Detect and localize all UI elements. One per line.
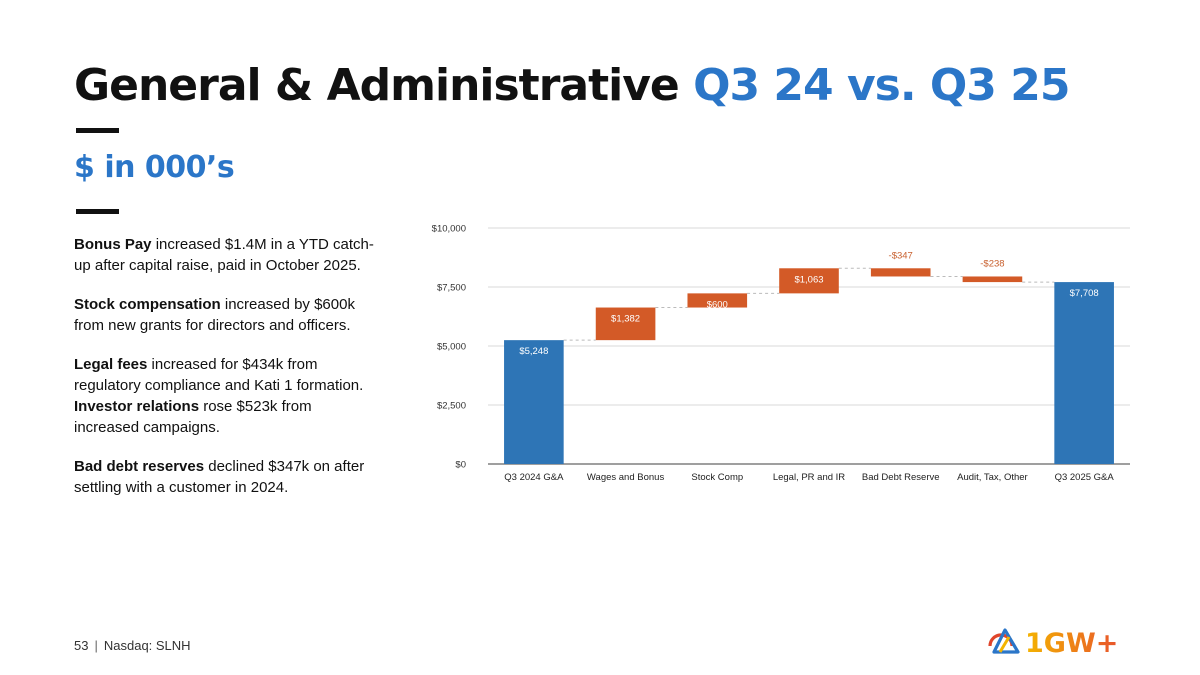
y-tick-label: $2,500 bbox=[437, 401, 466, 412]
note-body: increased $1.4M in a YTD catch-up after … bbox=[74, 236, 374, 274]
decrease-bar bbox=[870, 268, 931, 277]
y-tick-label: $10,000 bbox=[432, 224, 466, 235]
exchange-ticker: Nasdaq: SLNH bbox=[103, 638, 191, 653]
subtitle-divider bbox=[76, 209, 119, 214]
note-body: increased by $600k from new grants for d… bbox=[74, 296, 355, 334]
commentary-notes: Bonus Pay increased $1.4M in a YTD catch… bbox=[74, 234, 374, 516]
data-label: $600 bbox=[707, 299, 728, 310]
note-body-secondary: rose $523k from increased campaigns. bbox=[74, 398, 312, 436]
increase-bar bbox=[687, 293, 748, 308]
note-body: increased for $434k from regulatory comp… bbox=[74, 356, 364, 394]
data-label: $7,708 bbox=[1070, 288, 1099, 299]
decrease-bar bbox=[962, 276, 1023, 283]
data-label: -$347 bbox=[889, 250, 913, 261]
x-tick-label: Stock Comp bbox=[691, 472, 743, 483]
title-divider bbox=[76, 128, 119, 133]
footer-separator: | bbox=[94, 638, 98, 653]
x-tick-label: Legal, PR and IR bbox=[773, 472, 845, 483]
slide-footer: 53 | Nasdaq: SLNH bbox=[74, 638, 191, 653]
data-label: $1,063 bbox=[794, 274, 823, 285]
company-logo: 1GW+ bbox=[988, 628, 1118, 659]
note-heading: Bonus Pay bbox=[74, 236, 152, 253]
increase-bar bbox=[779, 268, 839, 294]
logo-wordmark: 1GW+ bbox=[1025, 628, 1118, 659]
note-heading-secondary: Investor relations bbox=[74, 398, 200, 415]
note-stock-compensation: Stock compensation increased by $600k fr… bbox=[74, 294, 374, 336]
x-tick-label: Wages and Bonus bbox=[587, 472, 665, 483]
title-main: General & Administrative bbox=[74, 60, 680, 111]
x-tick-label: Q3 2025 G&A bbox=[1055, 472, 1115, 483]
x-tick-label: Audit, Tax, Other bbox=[957, 472, 1028, 483]
waterfall-chart: $0 $2,500 $5,000 $7,500 $10,000 $5,248 Q3 2024… bbox=[432, 224, 1130, 483]
note-body: declined $347k on after settling with a … bbox=[74, 458, 365, 496]
x-tick-label: Bad Debt Reserve bbox=[862, 472, 940, 483]
y-tick-label: $5,000 bbox=[437, 342, 466, 353]
total-bar bbox=[504, 340, 564, 464]
total-bar bbox=[1054, 282, 1114, 464]
title-accent: Q3 24 vs. Q3 25 bbox=[693, 60, 1070, 111]
x-tick-label: Q3 2024 G&A bbox=[504, 472, 564, 483]
note-heading: Bad debt reserves bbox=[74, 458, 205, 475]
note-heading: Stock compensation bbox=[74, 296, 221, 313]
data-label: -$238 bbox=[980, 258, 1004, 269]
note-bad-debt: Bad debt reserves declined $347k on afte… bbox=[74, 456, 374, 498]
y-tick-label: $0 bbox=[455, 460, 466, 471]
note-legal-fees: Legal fees increased for $434k from regu… bbox=[74, 354, 374, 438]
units-subtitle: $ in 000’s bbox=[74, 150, 235, 185]
y-tick-label: $7,500 bbox=[437, 283, 466, 294]
increase-bar bbox=[595, 307, 656, 341]
note-bonus-pay: Bonus Pay increased $1.4M in a YTD catch… bbox=[74, 234, 374, 276]
slide-title: General & Administrative Q3 24 vs. Q3 25 bbox=[74, 60, 1070, 111]
logo-mark-icon bbox=[988, 628, 1020, 654]
note-heading: Legal fees bbox=[74, 356, 148, 373]
page-number: 53 bbox=[74, 638, 89, 653]
data-label: $5,248 bbox=[519, 346, 548, 357]
data-label: $1,382 bbox=[611, 314, 640, 325]
